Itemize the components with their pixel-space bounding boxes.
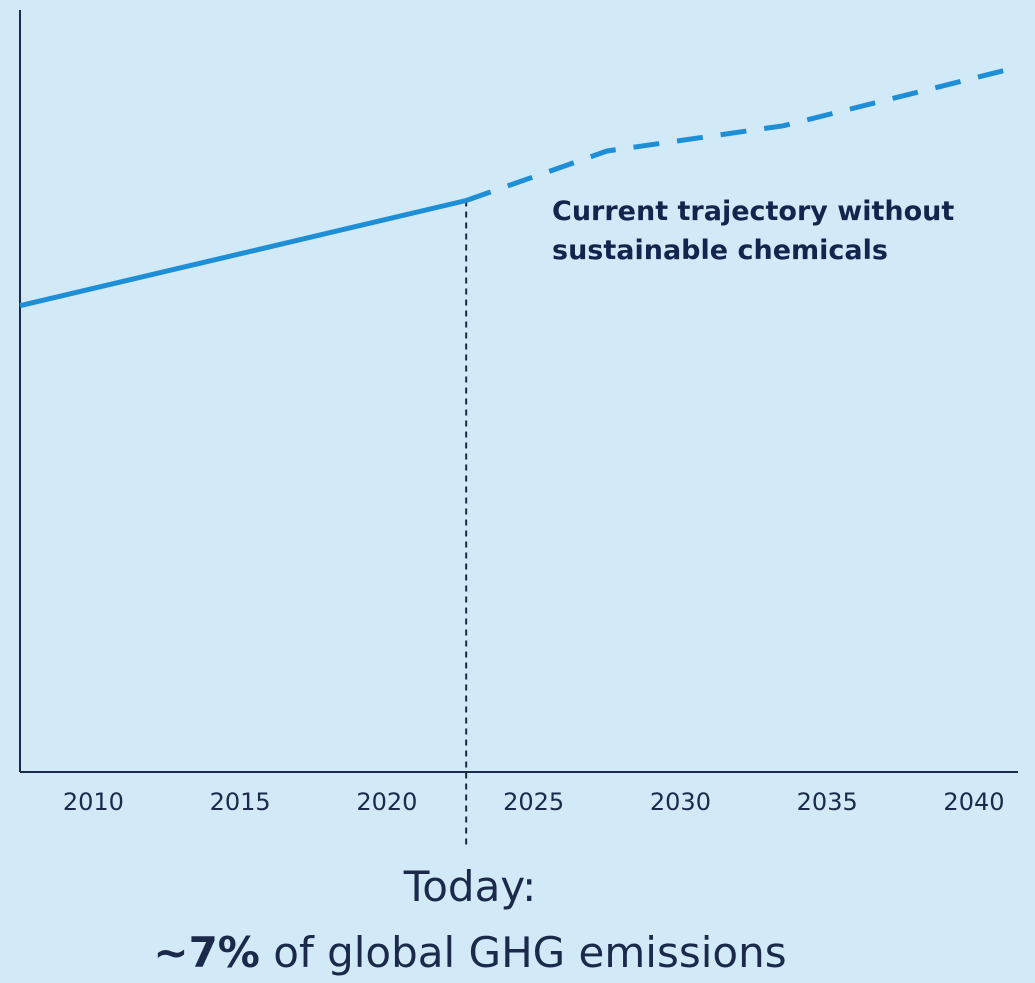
historical-emissions-line <box>19 198 467 309</box>
x-tick-label-2020: 2020 <box>356 788 417 816</box>
annotation-line-1: Current trajectory without <box>552 196 954 227</box>
projected-trajectory-line <box>465 64 1019 203</box>
x-tick-label-2010: 2010 <box>63 788 124 816</box>
share-caption: ~7% of global GHG emissions <box>0 928 940 977</box>
x-tick-label-2040: 2040 <box>943 788 1004 816</box>
x-tick-label-2025: 2025 <box>503 788 564 816</box>
share-value: ~7% <box>153 928 260 977</box>
x-tick-label-2015: 2015 <box>210 788 271 816</box>
x-tick-label-2035: 2035 <box>797 788 858 816</box>
share-text: of global GHG emissions <box>259 928 787 977</box>
annotation-line-2: sustainable chemicals <box>552 235 888 266</box>
today-caption: Today: <box>403 862 537 911</box>
x-tick-label-2030: 2030 <box>650 788 711 816</box>
